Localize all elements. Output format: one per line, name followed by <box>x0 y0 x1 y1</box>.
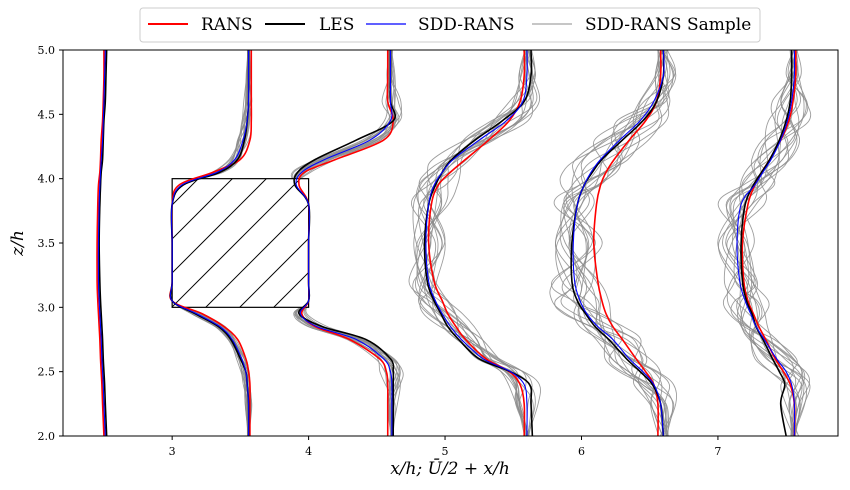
sample-curve-station-3-5 <box>295 50 400 436</box>
rans-curve-station-1 <box>96 50 105 436</box>
main-curves <box>96 50 797 436</box>
y-tick-label: 2.5 <box>38 366 56 379</box>
sample-curve-station-6-11 <box>717 50 798 436</box>
hatch-line <box>172 178 233 240</box>
les-curve-station-1 <box>98 50 108 436</box>
hatch-line <box>342 179 471 308</box>
sdd-rans-curve-station-3 <box>295 50 393 436</box>
hatch-line <box>172 178 301 308</box>
sample-curve-station-5-10 <box>554 50 663 436</box>
sample-curve-station-5-9 <box>561 50 676 436</box>
x-tick-label: 7 <box>714 445 721 458</box>
x-axis-label: x/h; Ū/2 + x/h <box>390 458 510 479</box>
y-tick-label: 2.0 <box>38 430 56 443</box>
hatch-line <box>172 178 267 274</box>
sample-curve-station-6-15 <box>726 50 807 436</box>
rans-curve-station-3 <box>297 50 394 436</box>
legend-label-sdd-rans-sample: SDD-RANS Sample <box>585 15 751 35</box>
les-curve-station-3 <box>293 50 397 436</box>
legend-label-rans: RANS <box>201 15 253 35</box>
legend-box <box>139 7 761 43</box>
sample-curve-station-6-6 <box>722 50 798 436</box>
y-tick-label: 4.0 <box>38 173 56 186</box>
hatch-line <box>172 178 199 206</box>
sample-curve-station-3-1 <box>293 50 397 436</box>
legend-label-les: LES <box>319 15 354 35</box>
hatch-line <box>239 237 309 308</box>
sample-curve-station-3-16 <box>295 50 393 436</box>
sample-curve-station-4-14 <box>416 50 536 436</box>
sdd-rans-curve-station-5 <box>572 50 665 436</box>
sample-curve-station-5-8 <box>569 50 669 436</box>
y-tick-label: 3.0 <box>38 301 56 314</box>
les-curve-station-5 <box>570 50 665 436</box>
obstacle-fill <box>172 178 309 308</box>
sample-curve-station-4-11 <box>416 50 527 436</box>
y-tick-label: 5.0 <box>38 44 56 57</box>
sample-curve-station-3-9 <box>294 50 394 436</box>
les-curve-station-6 <box>740 50 793 436</box>
legend-entry-sdd-rans: SDD-RANS <box>366 15 515 35</box>
axis-ticks: 3 4 5 6 7 2.0 2.5 3.0 3.5 4.0 4.5 5.0 <box>38 44 722 458</box>
sample-curve-station-6-2 <box>718 50 801 436</box>
sample-curve-station-3-8 <box>295 50 395 436</box>
legend-label-sdd-rans: SDD-RANS <box>418 15 515 35</box>
sample-curve-station-5-5 <box>551 50 675 436</box>
sample-curve-station-5-4 <box>573 50 674 436</box>
sample-curve-station-5-11 <box>554 50 670 436</box>
sdd-rans-curve-station-4 <box>425 50 528 436</box>
legend-entry-sdd-rans-sample: SDD-RANS Sample <box>532 15 751 35</box>
sample-curve-station-6-10 <box>729 50 797 436</box>
rans-curve-station-5 <box>592 50 662 436</box>
sample-curve-station-5-15 <box>559 50 668 436</box>
rans-curve-station-6 <box>741 50 797 436</box>
x-tick-label: 4 <box>305 445 312 458</box>
legend: RANS LES SDD-RANS SDD-RANS Sample <box>139 7 761 43</box>
hatch-line <box>273 271 309 308</box>
y-tick-label: 4.5 <box>38 108 56 121</box>
hatch-line <box>205 203 309 308</box>
sample-curve-station-3-2 <box>295 50 396 436</box>
x-tick-label: 3 <box>169 445 176 458</box>
sdd-rans-curve-station-2 <box>169 50 250 436</box>
sample-curve-station-3-12 <box>293 50 400 436</box>
sample-curve-station-6-4 <box>723 50 804 436</box>
sample-curve-station-6-8 <box>730 50 803 436</box>
obstacle-hatch <box>172 178 471 308</box>
y-tick-label: 3.5 <box>38 237 56 250</box>
obstacle <box>171 178 471 308</box>
y-axis-label: z/h <box>8 230 28 257</box>
sdd-rans-curve-station-6 <box>736 50 796 436</box>
x-tick-label: 6 <box>578 445 585 458</box>
sample-curve-station-6-9 <box>725 50 810 436</box>
legend-entry-les: LES <box>265 15 354 35</box>
sample-curve-station-5-2 <box>568 50 674 436</box>
sample-curve-station-5-14 <box>555 50 663 436</box>
x-tick-label: 5 <box>442 445 449 458</box>
legend-entry-rans: RANS <box>148 15 253 35</box>
sample-curve-station-5-13 <box>560 50 669 436</box>
sdd-rans-curve-station-1 <box>97 50 106 436</box>
